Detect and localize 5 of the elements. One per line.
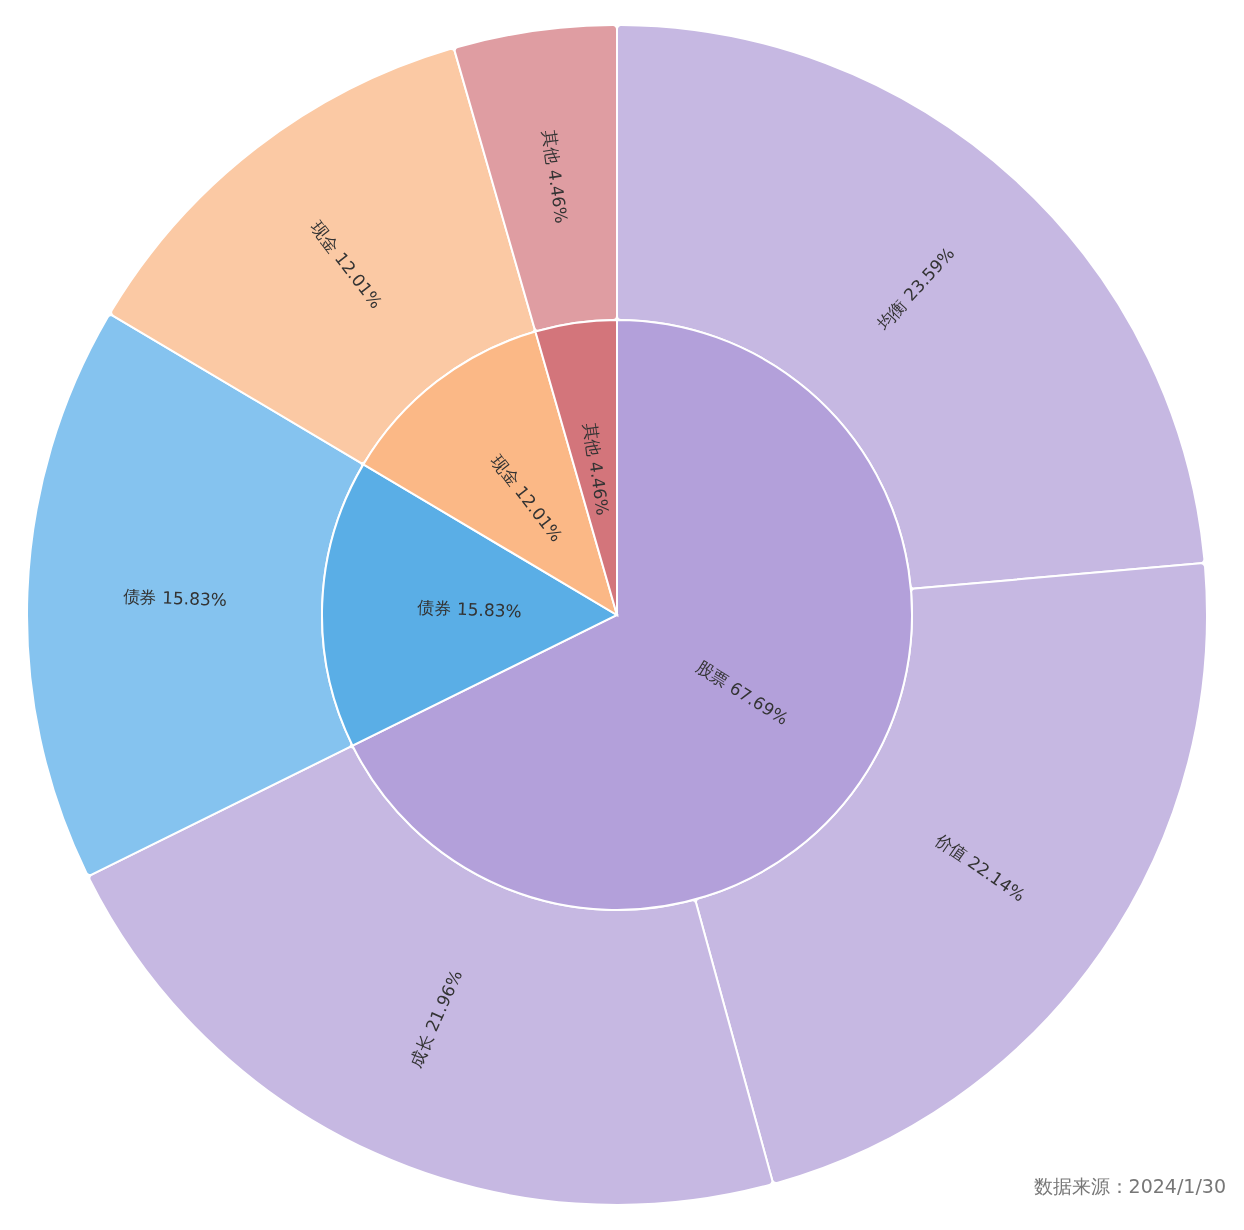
slice-label: 债券 15.83% (417, 597, 523, 622)
slice-label: 其他 4.46% (538, 129, 572, 225)
source-note: 数据来源：2024/1/30 (1033, 1174, 1226, 1199)
slice-label: 其他 4.46% (579, 421, 613, 517)
slice-label: 债券 15.83% (122, 585, 228, 610)
